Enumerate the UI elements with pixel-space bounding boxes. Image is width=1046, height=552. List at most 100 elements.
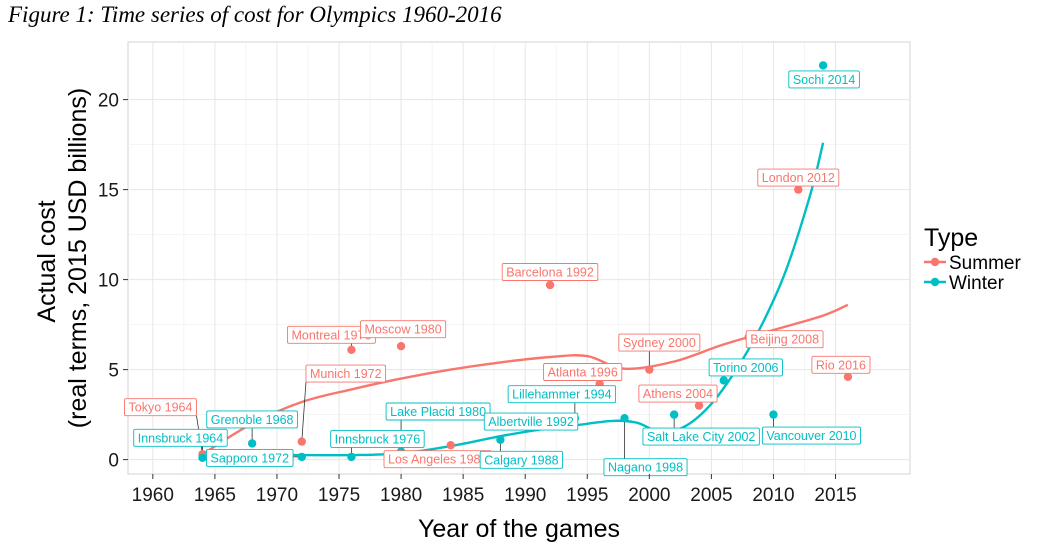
label-box-calgary-1988: [479, 450, 564, 469]
y-tick-label-15: 15: [98, 181, 119, 202]
label-innsbruck-1964: Innsbruck 1964: [133, 428, 228, 447]
x-axis-ticks: 1960 1965 1970 1975 1980 1985 1990 1995 2000 2005…: [132, 474, 857, 506]
y-axis-title-line-1: Actual cost: [33, 200, 61, 322]
y-tick-label-20: 20: [98, 91, 119, 112]
legend-label-summer: Summer: [949, 253, 1021, 274]
label-text-rio-2016: Rio 2016: [816, 358, 866, 372]
label-text-los-angeles-1984: Los Angeles 1984: [388, 453, 487, 467]
label-box-sochi-2014: [788, 70, 860, 89]
point-london-2012: [794, 185, 803, 194]
y-axis-ticks: 0 5 10 15 20: [98, 91, 128, 472]
label-box-innsbruck-1964: [133, 428, 228, 447]
x-tick-label-1980: 1980: [380, 485, 422, 506]
label-text-beijing-2008: Beijing 2008: [750, 333, 819, 347]
label-text-torino-2006: Torino 2006: [713, 361, 778, 375]
label-text-innsbruck-1964: Innsbruck 1964: [138, 431, 224, 445]
x-tick-label-1985: 1985: [442, 485, 484, 506]
label-box-rio-2016: [811, 355, 871, 374]
label-box-tokyo-1964: [124, 398, 197, 417]
label-box-athens-2004: [638, 384, 718, 403]
label-atlanta-1996: Atlanta 1996: [543, 363, 623, 381]
label-box-vancouver-2010: [761, 426, 861, 445]
label-text-innsbruck-1976: Innsbruck 1976: [335, 432, 421, 446]
label-box-innsbruck-1976: [330, 429, 425, 448]
label-montreal-1976: Montreal 1976: [286, 325, 376, 344]
label-box-london-2012: [757, 168, 840, 187]
label-text-salt-lake-city-2002: Salt Lake City 2002: [647, 430, 755, 444]
y-axis-title-line-2: (real terms, 2015 USD billions): [64, 88, 92, 428]
label-innsbruck-1976: Innsbruck 1976: [330, 429, 425, 448]
x-tick-label-1995: 1995: [566, 485, 608, 506]
label-los-angeles-1984: Los Angeles 1984: [383, 450, 492, 469]
x-tick-label-1975: 1975: [318, 485, 360, 506]
point-sapporo-1972: [297, 452, 306, 462]
label-text-albertville-1992: Albertville 1992: [488, 415, 574, 429]
label-text-athens-2004: Athens 2004: [643, 387, 713, 401]
label-text-sochi-2014: Sochi 2014: [793, 73, 856, 87]
label-box-lillehammer-1994: [507, 385, 617, 404]
leader-munich-1972: [301, 382, 307, 442]
label-text-london-2012: London 2012: [762, 171, 835, 185]
point-barcelona-1992: [545, 280, 555, 290]
label-lake-placid-1980: Lake Placid 1980: [385, 402, 491, 421]
plot-panel: [127, 41, 911, 475]
label-calgary-1988: Calgary 1988: [479, 450, 564, 469]
label-text-sydney-2000: Sydney 2000: [623, 336, 696, 350]
label-text-tokyo-1964: Tokyo 1964: [129, 401, 193, 415]
label-text-atlanta-1996: Atlanta 1996: [548, 366, 618, 380]
point-grenoble-1968: [247, 439, 257, 448]
point-nagano-1998: [620, 414, 629, 423]
label-text-sapporo-1972: Sapporo 1972: [211, 451, 290, 465]
label-box-beijing-2008: [745, 330, 824, 349]
label-grenoble-1968: Grenoble 1968: [206, 410, 298, 429]
label-box-munich-1972: [305, 364, 387, 383]
label-tokyo-1964: Tokyo 1964: [124, 398, 197, 417]
label-athens-2004: Athens 2004: [638, 384, 718, 403]
label-nagano-1998: Nagano 1998: [603, 458, 688, 477]
point-innsbruck-1976: [347, 452, 356, 462]
label-box-salt-lake-city-2002: [642, 427, 760, 446]
grid-minor: [128, 42, 910, 474]
label-beijing-2008: Beijing 2008: [745, 330, 824, 349]
point-vancouver-2010: [769, 410, 778, 419]
label-moscow-1980: Moscow 1980: [360, 320, 447, 339]
label-text-lake-placid-1980: Lake Placid 1980: [390, 405, 486, 419]
x-tick-label-2000: 2000: [628, 485, 670, 506]
point-torino-2006: [719, 376, 729, 385]
label-lillehammer-1994: Lillehammer 1994: [507, 385, 617, 404]
label-barcelona-1992: Barcelona 1992: [501, 263, 599, 281]
point-montreal-1976: [347, 345, 356, 354]
label-vancouver-2010: Vancouver 2010: [761, 426, 861, 445]
label-salt-lake-city-2002: Salt Lake City 2002: [642, 427, 760, 446]
label-london-2012: London 2012: [757, 168, 840, 187]
point-sydney-2000: [645, 365, 654, 374]
label-sapporo-1972: Sapporo 1972: [206, 448, 294, 467]
label-box-lake-placid-1980: [385, 402, 491, 421]
legend-label-winter: Winter: [949, 273, 1005, 294]
label-box-barcelona-1992: [501, 263, 599, 281]
label-rio-2016: Rio 2016: [811, 355, 871, 374]
label-text-montreal-1976: Montreal 1976: [291, 328, 371, 342]
label-text-munich-1972: Munich 1972: [310, 367, 382, 381]
legend-title: Type: [924, 224, 978, 252]
label-box-albertville-1992: [483, 412, 579, 431]
label-sydney-2000: Sydney 2000: [618, 333, 701, 352]
x-tick-label-2005: 2005: [690, 485, 732, 506]
y-tick-label-10: 10: [98, 271, 119, 292]
label-box-sydney-2000: [618, 333, 701, 352]
label-text-barcelona-1992: Barcelona 1992: [506, 266, 594, 280]
point-athens-2004: [694, 401, 704, 410]
point-rio-2016: [843, 372, 853, 381]
label-text-calgary-1988: Calgary 1988: [484, 453, 558, 467]
label-sochi-2014: Sochi 2014: [788, 70, 860, 89]
y-tick-label-5: 5: [108, 361, 119, 382]
label-box-atlanta-1996: [543, 363, 623, 381]
x-tick-label-1965: 1965: [194, 485, 236, 506]
x-tick-label-1960: 1960: [132, 485, 174, 506]
label-box-moscow-1980: [360, 320, 447, 339]
x-tick-label-1990: 1990: [504, 485, 546, 506]
y-tick-label-0: 0: [108, 451, 119, 472]
point-sochi-2014: [818, 61, 828, 70]
label-text-vancouver-2010: Vancouver 2010: [766, 429, 856, 443]
